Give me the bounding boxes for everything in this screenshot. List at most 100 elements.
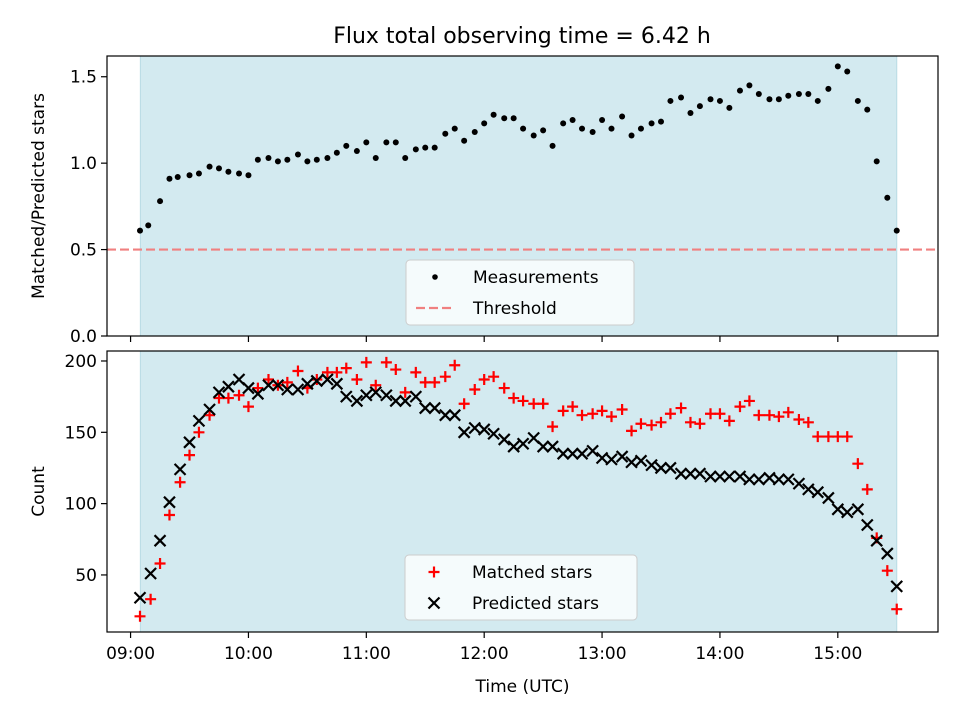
top-panel: 0.0 0.5 1.0 1.5 Matched/Predicted stars Measu… bbox=[29, 55, 939, 347]
y-tick-label: 1.5 bbox=[70, 68, 97, 88]
matched-star-point bbox=[596, 405, 608, 417]
measurement-point bbox=[166, 175, 173, 182]
measurement-point bbox=[599, 116, 606, 123]
predicted-star-point bbox=[281, 383, 294, 396]
y-tick-label: 100 bbox=[65, 495, 97, 515]
measurement-point bbox=[215, 165, 222, 172]
predicted-star-point bbox=[752, 473, 766, 486]
matched-star-point bbox=[705, 408, 717, 420]
y-axis-label: Count bbox=[29, 466, 49, 517]
measurement-point bbox=[608, 125, 615, 132]
matched-star-point bbox=[832, 431, 844, 443]
matched-star-point bbox=[222, 392, 234, 404]
predicted-star-point bbox=[310, 374, 324, 388]
matched-star-point bbox=[331, 366, 343, 378]
predicted-star-point bbox=[615, 450, 629, 463]
measurement-point bbox=[775, 96, 782, 103]
predicted-star-point bbox=[516, 437, 530, 450]
x-tick-label: 09:00 bbox=[106, 644, 155, 664]
x-tick-label: 11:00 bbox=[342, 644, 391, 664]
predicted-star-point bbox=[439, 408, 452, 422]
predicted-star-point bbox=[664, 461, 677, 475]
measurement-point bbox=[873, 158, 880, 165]
matched-star-point bbox=[734, 401, 746, 413]
predicted-star-point bbox=[566, 447, 579, 460]
matched-star-point bbox=[557, 405, 569, 417]
measurement-point bbox=[658, 118, 664, 125]
measurement-point bbox=[383, 139, 390, 146]
legend-label: Predicted stars bbox=[472, 594, 599, 614]
series-matched-stars bbox=[134, 356, 903, 622]
measurement-point bbox=[284, 156, 291, 163]
matched-star-point bbox=[321, 366, 333, 378]
measurement-point bbox=[431, 144, 438, 151]
series-measurements bbox=[137, 63, 900, 234]
matched-star-point bbox=[351, 374, 363, 386]
matched-star-point bbox=[419, 376, 431, 388]
x-axis-label: Time (UTC) bbox=[475, 677, 570, 697]
matched-star-point bbox=[410, 366, 422, 378]
matched-star-point bbox=[635, 418, 647, 430]
legend-box bbox=[405, 259, 635, 326]
matched-star-point bbox=[360, 356, 372, 368]
matched-star-point bbox=[587, 408, 599, 420]
matched-star-point bbox=[812, 431, 824, 443]
legend-label: Matched stars bbox=[472, 563, 592, 583]
measurement-point bbox=[195, 170, 202, 177]
plot-area bbox=[107, 63, 938, 251]
matched-star-point bbox=[370, 379, 382, 391]
predicted-star-point bbox=[321, 373, 334, 386]
matched-star-point bbox=[478, 374, 490, 386]
predicted-star-point bbox=[262, 378, 275, 392]
legend-swatch-matched-stars bbox=[428, 566, 440, 578]
predicted-star-point bbox=[881, 547, 894, 560]
matched-star-point bbox=[458, 398, 470, 410]
predicted-star-point bbox=[222, 380, 235, 393]
measurement-point bbox=[795, 91, 802, 98]
predicted-star-point bbox=[448, 408, 462, 422]
predicted-star-point bbox=[369, 386, 383, 399]
matched-star-point bbox=[684, 416, 696, 428]
matched-star-point bbox=[145, 593, 157, 605]
legend: Measurements Threshold bbox=[405, 259, 635, 326]
predicted-star-point bbox=[645, 458, 658, 472]
measurement-point bbox=[137, 227, 144, 234]
y-tick-label: 200 bbox=[65, 352, 97, 372]
measurement-point bbox=[746, 82, 753, 89]
measurement-point bbox=[716, 97, 723, 104]
measurement-point bbox=[313, 156, 320, 163]
predicted-star-point bbox=[203, 403, 216, 416]
measurement-point bbox=[854, 97, 861, 104]
matched-star-point bbox=[881, 565, 893, 577]
legend-swatch-measurements bbox=[432, 274, 438, 280]
y-tick-label: 0.0 bbox=[70, 327, 97, 347]
predicted-star-point bbox=[428, 401, 441, 415]
matched-star-point bbox=[646, 419, 658, 431]
predicted-star-point bbox=[360, 388, 373, 402]
measurement-point bbox=[333, 149, 340, 156]
matched-star-point bbox=[605, 411, 617, 423]
matched-star-point bbox=[242, 401, 254, 413]
measurement-point bbox=[225, 168, 232, 175]
matched-star-point bbox=[174, 476, 186, 488]
predicted-star-point bbox=[409, 390, 423, 403]
measurement-point bbox=[579, 125, 586, 132]
matched-star-point bbox=[399, 386, 411, 398]
matched-star-point bbox=[626, 425, 638, 437]
matched-star-point bbox=[154, 558, 166, 570]
measurement-point bbox=[530, 132, 537, 139]
matched-star-point bbox=[743, 395, 755, 407]
predicted-star-point bbox=[350, 394, 364, 408]
measurement-point bbox=[560, 120, 567, 127]
predicted-star-point bbox=[477, 423, 491, 436]
measurement-point bbox=[442, 130, 449, 137]
matched-star-point bbox=[773, 411, 785, 423]
predicted-star-point bbox=[870, 534, 883, 547]
measurement-point bbox=[490, 111, 497, 118]
matched-star-point bbox=[576, 409, 588, 421]
matched-star-point bbox=[213, 392, 225, 404]
matched-star-point bbox=[655, 416, 667, 428]
legend-box bbox=[404, 554, 638, 621]
measurement-point bbox=[206, 163, 213, 170]
